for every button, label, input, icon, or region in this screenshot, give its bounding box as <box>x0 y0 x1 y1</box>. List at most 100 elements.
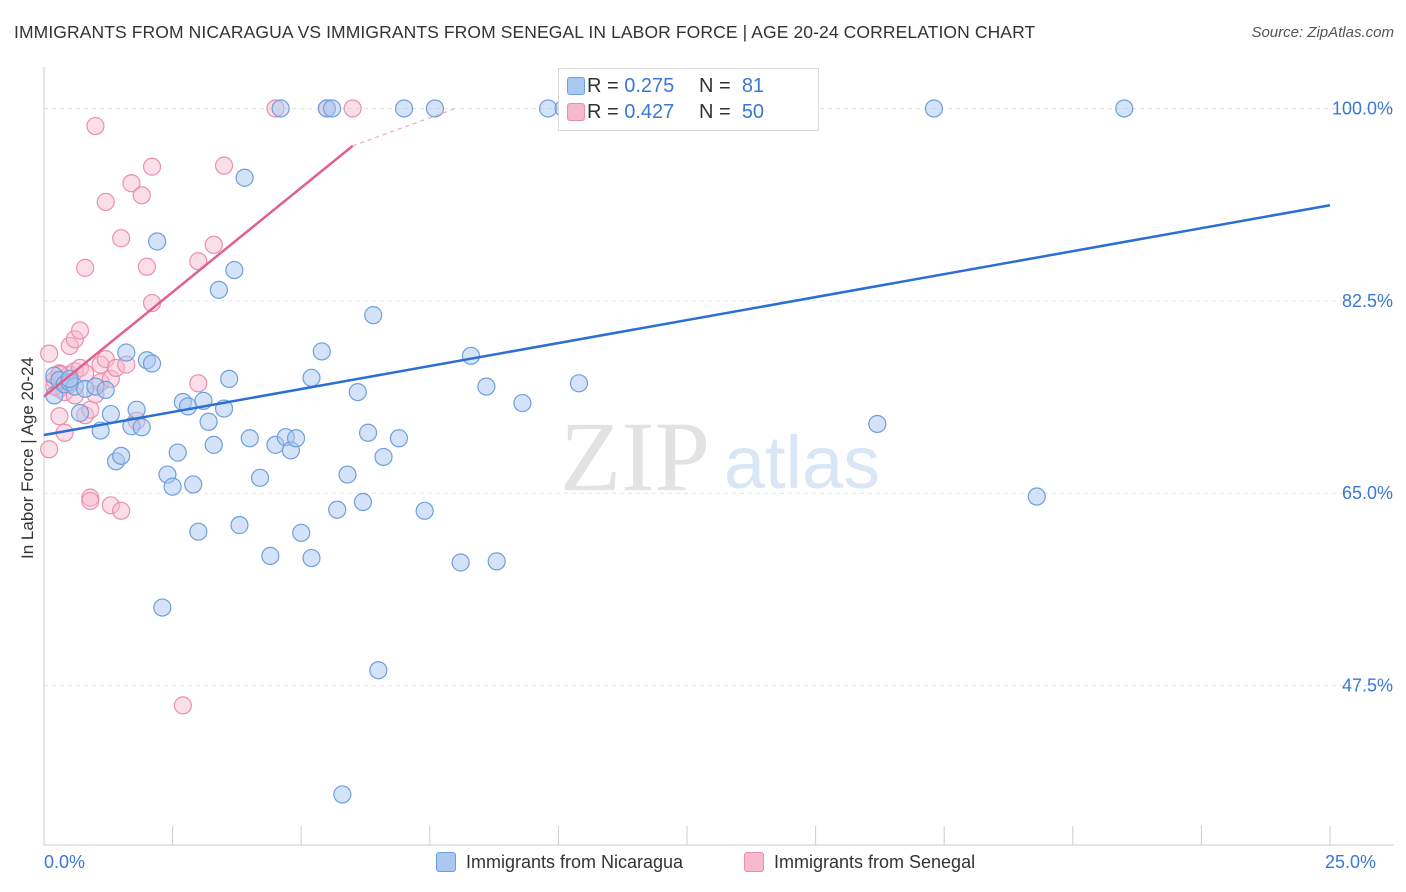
nicaragua-point <box>333 785 352 804</box>
nicaragua-point <box>539 99 558 118</box>
nicaragua-point <box>127 400 146 419</box>
source-credit: Source: ZipAtlas.com <box>1251 24 1394 41</box>
nicaragua-point <box>374 447 393 467</box>
nicaragua-point <box>148 232 167 251</box>
legend-r-value-nicaragua: 0.275 <box>624 75 675 97</box>
senegal-point <box>173 696 192 715</box>
nicaragua-point <box>292 523 311 542</box>
y-tick-label: 47.5% <box>1342 676 1393 696</box>
senegal-point <box>214 156 234 175</box>
nicaragua-point <box>364 306 383 325</box>
senegal-point <box>70 321 90 340</box>
legend-r-label: R = <box>587 75 619 97</box>
senegal-point <box>65 330 84 349</box>
senegal-point <box>112 229 131 248</box>
senegal-point <box>86 116 105 136</box>
nicaragua-point <box>338 465 357 484</box>
legend-n-value-senegal: 50 <box>741 101 765 123</box>
watermark-atlas: atlas <box>724 421 880 504</box>
watermark: ZIP atlas <box>560 401 880 512</box>
nicaragua-point <box>302 368 321 387</box>
senegal-point <box>76 258 95 277</box>
nicaragua-point <box>868 414 887 434</box>
series-legend-label-senegal: Immigrants from Senegal <box>774 852 976 872</box>
grid-lines <box>44 107 1394 687</box>
x-tick-label-max: 25.0% <box>1325 852 1377 872</box>
nicaragua-point <box>184 475 203 494</box>
series-legend: Immigrants from Nicaragua Immigrants fro… <box>0 852 1406 878</box>
senegal-trend-extension <box>352 107 456 147</box>
legend-n-value-nicaragua: 81 <box>741 75 765 97</box>
nicaragua-points <box>45 99 1134 804</box>
nicaragua-point <box>189 522 208 541</box>
nicaragua-point <box>271 99 290 118</box>
y-tick-labels: 47.5% 65.0% 82.5% 100.0% <box>1332 98 1393 695</box>
legend-row-senegal: R = 0.427 N = 50 <box>567 101 765 125</box>
nicaragua-point <box>117 343 136 362</box>
legend-swatch-senegal <box>567 103 585 121</box>
legend-r-value-senegal: 0.427 <box>624 101 675 123</box>
nicaragua-point <box>286 429 306 448</box>
senegal-point <box>96 192 115 212</box>
nicaragua-point <box>209 280 228 299</box>
senegal-point <box>343 99 362 118</box>
senegal-point <box>122 174 141 193</box>
nicaragua-point <box>112 446 131 465</box>
legend-n-label: N = <box>699 75 731 97</box>
senegal-point <box>40 440 59 459</box>
nicaragua-point <box>153 598 172 617</box>
senegal-point <box>112 501 131 520</box>
series-legend-nicaragua[interactable]: Immigrants from Nicaragua <box>436 852 683 873</box>
nicaragua-point <box>394 99 414 118</box>
trend-lines <box>43 107 1331 437</box>
nicaragua-point <box>348 382 367 402</box>
nicaragua-point <box>178 397 198 416</box>
nicaragua-point <box>199 412 218 431</box>
nicaragua-point <box>924 99 944 118</box>
nicaragua-point <box>353 492 373 512</box>
nicaragua-point <box>235 168 254 187</box>
senegal-point <box>106 358 126 378</box>
senegal-point <box>137 257 156 276</box>
senegal-point <box>189 374 208 393</box>
nicaragua-point <box>322 99 342 118</box>
y-axis-label: In Labor Force | Age 20-24 <box>18 357 37 559</box>
nicaragua-point <box>261 546 280 565</box>
nicaragua-point <box>225 260 244 280</box>
nicaragua-point <box>1027 487 1046 506</box>
nicaragua-point <box>101 404 120 424</box>
nicaragua-point <box>389 429 409 448</box>
nicaragua-point <box>240 429 259 448</box>
senegal-point <box>50 407 69 426</box>
nicaragua-point <box>163 477 182 496</box>
nicaragua-point <box>1115 99 1134 118</box>
nicaragua-point <box>513 393 532 413</box>
nicaragua-trend-line <box>43 203 1331 437</box>
series-legend-label-nicaragua: Immigrants from Nicaragua <box>466 852 684 872</box>
nicaragua-point <box>369 661 388 680</box>
legend-row-nicaragua: R = 0.275 N = 81 <box>567 75 765 99</box>
legend-r-label: R = <box>587 101 619 123</box>
senegal-trend-line <box>43 144 354 398</box>
nicaragua-point <box>230 516 249 535</box>
senegal-points <box>40 99 362 715</box>
senegal-point <box>132 186 151 205</box>
nicaragua-point <box>487 552 506 571</box>
nicaragua-point <box>477 377 496 396</box>
x-tick-label-min: 0.0% <box>44 852 86 872</box>
senegal-point <box>142 157 162 176</box>
senegal-point <box>81 491 100 511</box>
series-legend-swatch-nicaragua <box>436 852 456 872</box>
watermark-zip: ZIP <box>560 401 710 512</box>
nicaragua-point <box>70 403 90 423</box>
nicaragua-point <box>358 423 378 442</box>
nicaragua-point <box>168 443 187 462</box>
nicaragua-point <box>142 354 162 373</box>
nicaragua-point <box>312 342 331 361</box>
y-tick-label: 82.5% <box>1342 291 1393 311</box>
series-legend-senegal[interactable]: Immigrants from Senegal <box>744 852 975 873</box>
nicaragua-point <box>461 346 481 365</box>
y-tick-label: 100.0% <box>1332 98 1393 118</box>
legend-swatch-nicaragua <box>567 77 585 95</box>
nicaragua-point <box>328 500 347 519</box>
